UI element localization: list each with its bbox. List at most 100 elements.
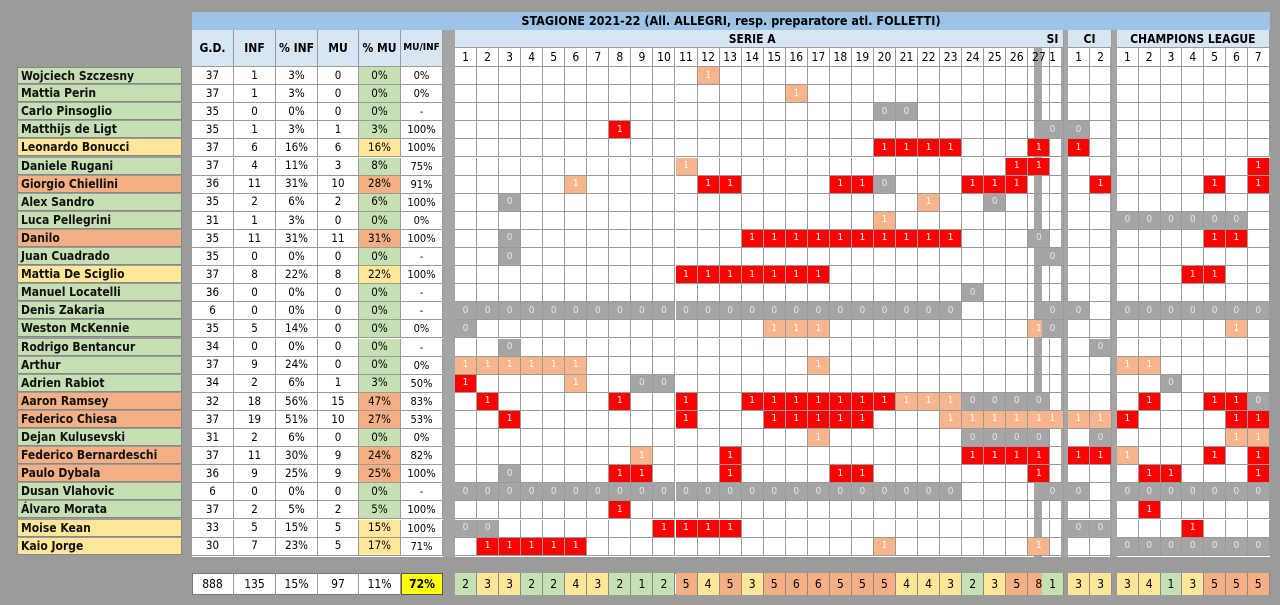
serie-a-match-cell <box>719 85 742 104</box>
cl-match-cell: 1 <box>1138 465 1161 484</box>
serie-a-match-cell: 1 <box>477 537 500 556</box>
serie-a-match-cell <box>896 121 919 140</box>
serie-a-match-cell <box>896 501 919 520</box>
serie-a-match-cell <box>940 67 963 86</box>
ci-match-cell <box>1090 211 1112 230</box>
serie-a-match-cell: 0 <box>719 483 742 502</box>
serie-a-match-cell <box>829 356 852 375</box>
ci-match-cell <box>1090 85 1112 104</box>
serie-a-match-cell <box>741 157 764 176</box>
cl-match-cell <box>1117 193 1139 212</box>
stat-cell-mu: 10 <box>318 175 359 194</box>
serie-a-match-cell <box>697 537 720 556</box>
serie-a-match-cell <box>984 483 1007 502</box>
stat-cell-mu: 9 <box>318 447 359 466</box>
player-name: Mattia Perin <box>17 85 182 103</box>
serie-a-match-cell <box>962 157 985 176</box>
serie-a-match-cell <box>609 284 632 303</box>
ci-match-cell: 1 <box>1068 410 1090 429</box>
serie-a-match-cell <box>477 139 500 158</box>
serie-a-match-cell <box>587 356 610 375</box>
serie-a-match-cell <box>763 103 786 122</box>
cl-match-cell <box>1204 103 1226 122</box>
serie-a-match-cell: 1 <box>653 519 676 538</box>
serie-a-match-cell <box>829 139 852 158</box>
sa-match-total: 3 <box>940 573 963 595</box>
serie-a-match-cell <box>609 429 632 448</box>
sa-match-total: 2 <box>543 573 566 595</box>
serie-a-match-cell <box>873 519 896 538</box>
cl-match-cell <box>1160 229 1183 248</box>
serie-a-match-cell <box>455 157 478 176</box>
ci-match-cell <box>1090 320 1112 339</box>
serie-a-match-cell <box>587 139 610 158</box>
cl-match-cell <box>1204 338 1226 357</box>
serie-a-match-cell: 1 <box>873 139 896 158</box>
cl-match-cell <box>1204 501 1226 520</box>
serie-a-match-cell: 1 <box>719 519 742 538</box>
cl-match-cell <box>1247 338 1270 357</box>
stat-cell-mu: 2 <box>318 193 359 212</box>
player-name: Carlo Pinsoglio <box>17 103 182 121</box>
serie-a-match-cell <box>565 67 588 86</box>
serie-a-match-cell <box>653 103 676 122</box>
serie-a-match-cell <box>785 157 808 176</box>
cl-match-cell <box>1138 85 1161 104</box>
ci-match-cell: 1 <box>1068 139 1090 158</box>
serie-a-match-cell <box>918 465 941 484</box>
serie-a-match-cell <box>675 229 698 248</box>
serie-a-match-cell <box>829 284 852 303</box>
ci-matchday-header: 2 <box>1090 48 1112 67</box>
stat-cell-inf: 7 <box>234 537 276 556</box>
serie-a-match-cell <box>477 211 500 230</box>
serie-a-match-cell <box>499 211 522 230</box>
serie-a-match-cell <box>785 338 808 357</box>
stat-cell-mu: 11 <box>318 229 359 248</box>
serie-a-match-cell <box>763 447 786 466</box>
serie-a-match-cell: 1 <box>807 356 830 375</box>
stat-cell-pmu: 24% <box>359 447 401 466</box>
serie-a-match-cell <box>896 85 919 104</box>
serie-a-match-cell <box>741 410 764 429</box>
stat-header-pinf: % INF <box>276 30 318 67</box>
serie-a-match-cell <box>807 67 830 86</box>
serie-a-match-cell <box>675 374 698 393</box>
cl-match-cell: 1 <box>1182 266 1205 285</box>
serie-a-match-cell <box>829 320 852 339</box>
serie-a-match-cell <box>719 356 742 375</box>
serie-a-match-cell <box>499 501 522 520</box>
cl-match-cell <box>1160 392 1183 411</box>
sa-match-total: 5 <box>851 573 874 595</box>
cl-match-cell <box>1160 139 1183 158</box>
cl-match-cell: 0 <box>1138 483 1161 502</box>
cl-matchday-header: 6 <box>1226 48 1248 67</box>
cl-match-cell <box>1117 266 1139 285</box>
cl-match-cell: 0 <box>1182 302 1205 321</box>
serie-a-match-cell <box>499 266 522 285</box>
serie-a-match-cell: 0 <box>763 302 786 321</box>
serie-a-match-cell <box>455 248 478 267</box>
cl-match-cell <box>1138 429 1161 448</box>
serie-a-match-cell <box>851 501 874 520</box>
si-match-total: 1 <box>1042 573 1064 595</box>
serie-a-match-cell <box>565 465 588 484</box>
serie-a-match-cell: 1 <box>1006 447 1029 466</box>
serie-a-match-cell <box>565 211 588 230</box>
serie-a-match-cell <box>962 374 985 393</box>
sa-match-total: 5 <box>763 573 786 595</box>
serie-a-match-cell <box>477 121 500 140</box>
cl-match-cell <box>1138 193 1161 212</box>
serie-a-match-cell <box>896 429 919 448</box>
cl-match-total: 5 <box>1204 573 1226 595</box>
cl-match-cell <box>1226 248 1248 267</box>
serie-a-match-cell <box>1028 338 1051 357</box>
stat-cell-inf: 1 <box>234 85 276 104</box>
serie-a-match-cell <box>984 248 1007 267</box>
serie-a-match-cell <box>984 157 1007 176</box>
serie-a-match-cell <box>807 374 830 393</box>
stat-cell-pinf: 11% <box>276 157 318 176</box>
cl-match-cell: 1 <box>1226 410 1248 429</box>
serie-a-match-cell <box>565 501 588 520</box>
stat-cell-pmu: 0% <box>359 338 401 357</box>
serie-a-match-cell <box>477 320 500 339</box>
